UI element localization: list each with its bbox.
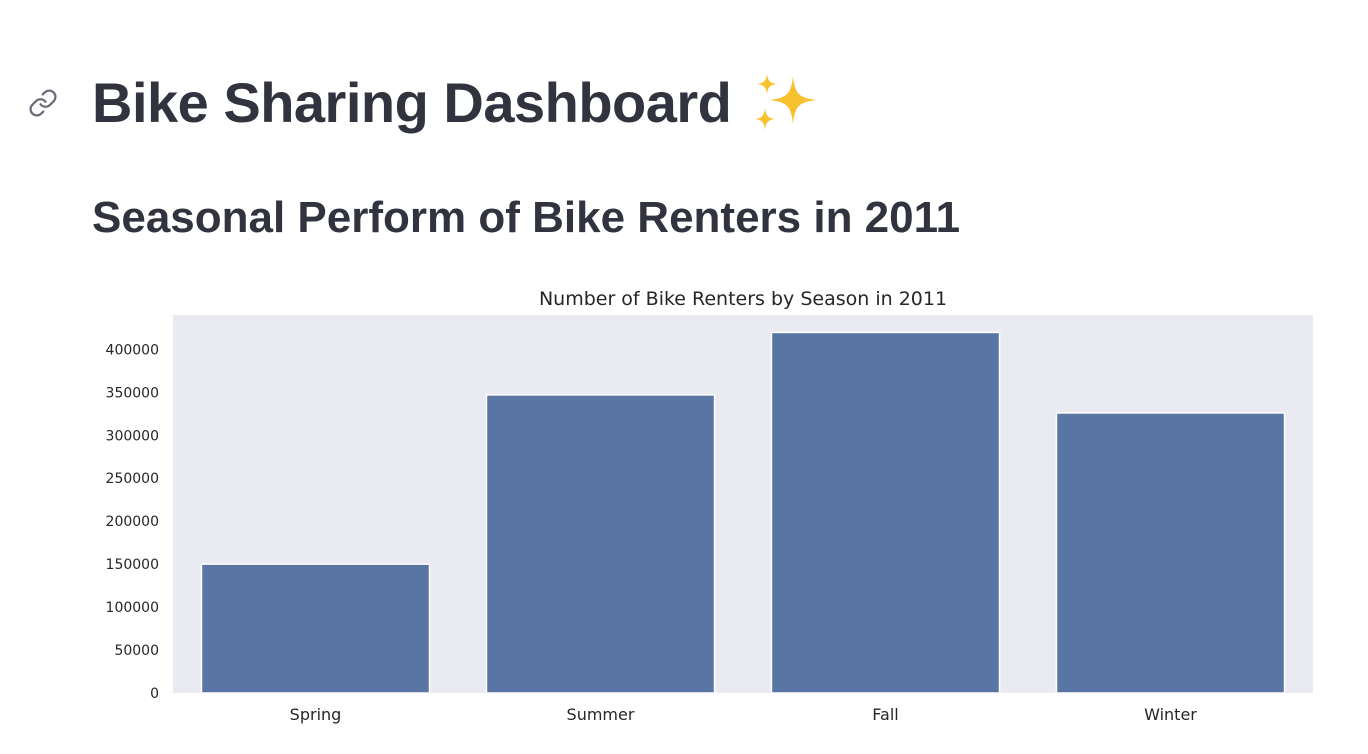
y-tick-label: 50000 — [114, 643, 159, 659]
chart-container: Number of Bike Renters by Season in 2011… — [92, 280, 1332, 754]
y-tick-label: 300000 — [106, 428, 159, 444]
y-tick-label: 150000 — [106, 557, 159, 573]
y-tick-label: 200000 — [106, 514, 159, 530]
bar-spring — [200, 563, 431, 694]
y-tick-label: 350000 — [106, 385, 159, 401]
x-tick-label: Summer — [567, 705, 635, 724]
title-row: Bike Sharing Dashboard — [26, 70, 823, 136]
x-tick-label: Spring — [290, 705, 342, 724]
chart-title: Number of Bike Renters by Season in 2011 — [539, 288, 947, 310]
sparkles-icon — [753, 70, 823, 136]
y-tick-label: 250000 — [106, 471, 159, 487]
link-icon[interactable] — [26, 86, 60, 120]
season-bar-chart: Number of Bike Renters by Season in 2011… — [106, 288, 1313, 724]
section-subtitle: Seasonal Perform of Bike Renters in 2011 — [92, 193, 961, 242]
x-tick-label: Fall — [872, 705, 898, 724]
y-tick-label: 100000 — [106, 600, 159, 616]
y-tick-label: 0 — [150, 686, 159, 702]
y-axis: 0 50000 100000 150000 200000 250000 300000 3500… — [106, 342, 159, 702]
bars — [200, 331, 1286, 694]
bar-fall — [770, 331, 1001, 694]
x-tick-label: Winter — [1144, 705, 1197, 724]
bar-summer — [485, 394, 716, 694]
x-axis: Spring Summer Fall Winter — [290, 705, 1198, 724]
page-title: Bike Sharing Dashboard — [92, 71, 732, 134]
bar-winter — [1055, 412, 1286, 694]
y-tick-label: 400000 — [106, 342, 159, 358]
